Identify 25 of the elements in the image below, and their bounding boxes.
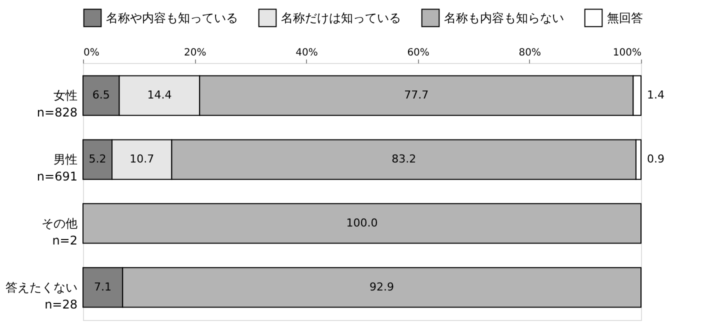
x-tick-label: 100% [612, 48, 642, 58]
data-label: 1.4 [647, 88, 664, 102]
data-label: 10.7 [130, 152, 154, 166]
data-label: 92.9 [370, 280, 394, 294]
y-tick-label: 答えたくない n=28 [6, 280, 78, 312]
legend-label: 名称も内容も知らない [444, 10, 564, 25]
x-tick-label: 60% [407, 48, 430, 58]
data-label: 5.2 [88, 152, 106, 166]
legend-label: 無回答 [607, 10, 643, 25]
data-label: 14.4 [147, 88, 172, 102]
y-tick-label: その他 n=2 [42, 216, 78, 248]
legend-label: 名称や内容も知っている [106, 10, 238, 25]
x-tick-label: 40% [296, 48, 318, 58]
data-label: 7.1 [94, 280, 112, 294]
data-label: 77.7 [404, 88, 429, 102]
y-tick-label: 女性 n=828 [36, 88, 78, 120]
data-label: 6.5 [92, 88, 110, 102]
data-label: 83.2 [392, 152, 416, 166]
data-label: 0.9 [647, 152, 664, 166]
x-tick-label: 20% [184, 48, 206, 58]
data-label: 100.0 [346, 216, 378, 230]
x-tick-label: 80% [518, 48, 542, 58]
y-tick-label: 男性 n=691 [36, 152, 78, 184]
legend-label: 名称だけは知っている [281, 10, 401, 25]
x-tick-label: 0% [84, 48, 100, 58]
